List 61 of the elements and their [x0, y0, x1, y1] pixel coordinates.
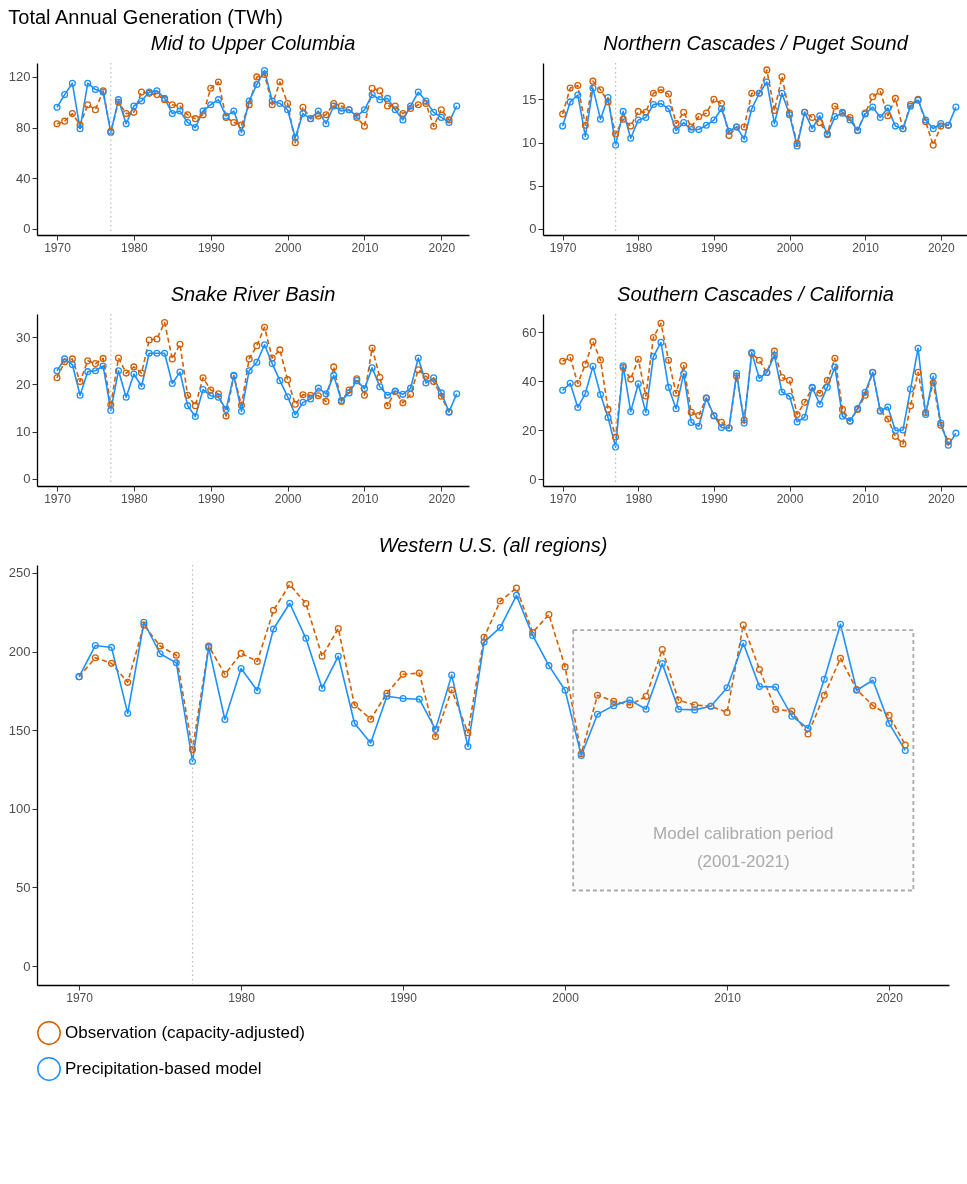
y-tick-label: 20 [16, 376, 31, 392]
x-tick-label: 2020 [927, 491, 955, 506]
x-tick-label: 2000 [776, 240, 804, 255]
y-tick-label: 120 [8, 69, 31, 85]
y-tick-label: 100 [8, 801, 31, 817]
x-tick-label: 2010 [852, 491, 880, 506]
y-tick-label: 250 [8, 565, 31, 581]
x-tick-label: 1980 [121, 491, 149, 506]
y-tick-label: 10 [522, 135, 537, 151]
y-tick-label: 0 [529, 221, 537, 237]
x-tick-label: 2020 [927, 240, 955, 255]
legend-label: Precipitation-based model [65, 1059, 262, 1078]
x-tick-label: 2010 [852, 240, 880, 255]
x-tick-label: 1980 [625, 491, 653, 506]
y-tick-label: 30 [16, 329, 31, 345]
y-tick-label: 0 [23, 221, 31, 237]
x-tick-label: 1970 [44, 240, 72, 255]
chart-title: Northern Cascades / Puget Sound [603, 32, 909, 55]
x-tick-label: 2020 [428, 491, 456, 506]
y-tick-label: 0 [529, 471, 537, 487]
chart-title: Southern Cascades / California [617, 283, 894, 306]
x-tick-label: 2020 [428, 240, 456, 255]
y-tick-label: 80 [16, 120, 31, 135]
x-tick-label: 1970 [66, 990, 94, 1005]
x-tick-label: 2000 [552, 990, 580, 1005]
x-tick-label: 1990 [701, 240, 729, 255]
x-tick-label: 1990 [197, 240, 225, 255]
x-tick-label: 1970 [44, 491, 72, 506]
x-tick-label: 1970 [549, 491, 577, 506]
y-tick-label: 0 [23, 958, 31, 974]
y-tick-label: 60 [522, 324, 537, 340]
text: Total Annual Generation (TWh) [8, 6, 283, 29]
x-tick-label: 2010 [351, 491, 379, 506]
x-tick-label: 1990 [390, 990, 418, 1005]
chart-title: Western U.S. (all regions) [378, 534, 608, 557]
x-tick-label: 1980 [625, 240, 653, 255]
y-tick-label: 5 [529, 178, 537, 194]
y-tick-label: 40 [16, 170, 31, 186]
y-tick-label: 50 [16, 879, 31, 895]
x-tick-label: 1980 [121, 240, 149, 255]
x-tick-label: 1980 [228, 990, 256, 1005]
x-tick-label: 2020 [876, 990, 904, 1005]
x-tick-label: 1990 [701, 491, 729, 506]
band-label: Model calibration period (2001-2021) [653, 823, 834, 871]
y-tick-label: 0 [23, 471, 31, 487]
legend-label: Observation (capacity-adjusted) [65, 1023, 306, 1042]
x-tick-label: 2010 [714, 990, 742, 1005]
chart-title: Mid to Upper Columbia [150, 32, 356, 55]
x-tick-label: 1970 [549, 240, 577, 255]
y-tick-label: 40 [522, 373, 537, 389]
y-tick-label: 15 [522, 91, 537, 107]
x-tick-label: 2010 [351, 240, 379, 255]
x-tick-label: 2000 [776, 491, 804, 506]
y-tick-label: 200 [8, 644, 31, 660]
y-tick-label: 10 [16, 424, 31, 440]
x-tick-label: 2000 [274, 240, 302, 255]
x-tick-label: 1990 [197, 491, 225, 506]
chart-title: Snake River Basin [170, 283, 336, 306]
x-tick-label: 2000 [274, 491, 302, 506]
y-tick-label: 20 [522, 422, 537, 438]
y-tick-label: 150 [8, 722, 31, 738]
